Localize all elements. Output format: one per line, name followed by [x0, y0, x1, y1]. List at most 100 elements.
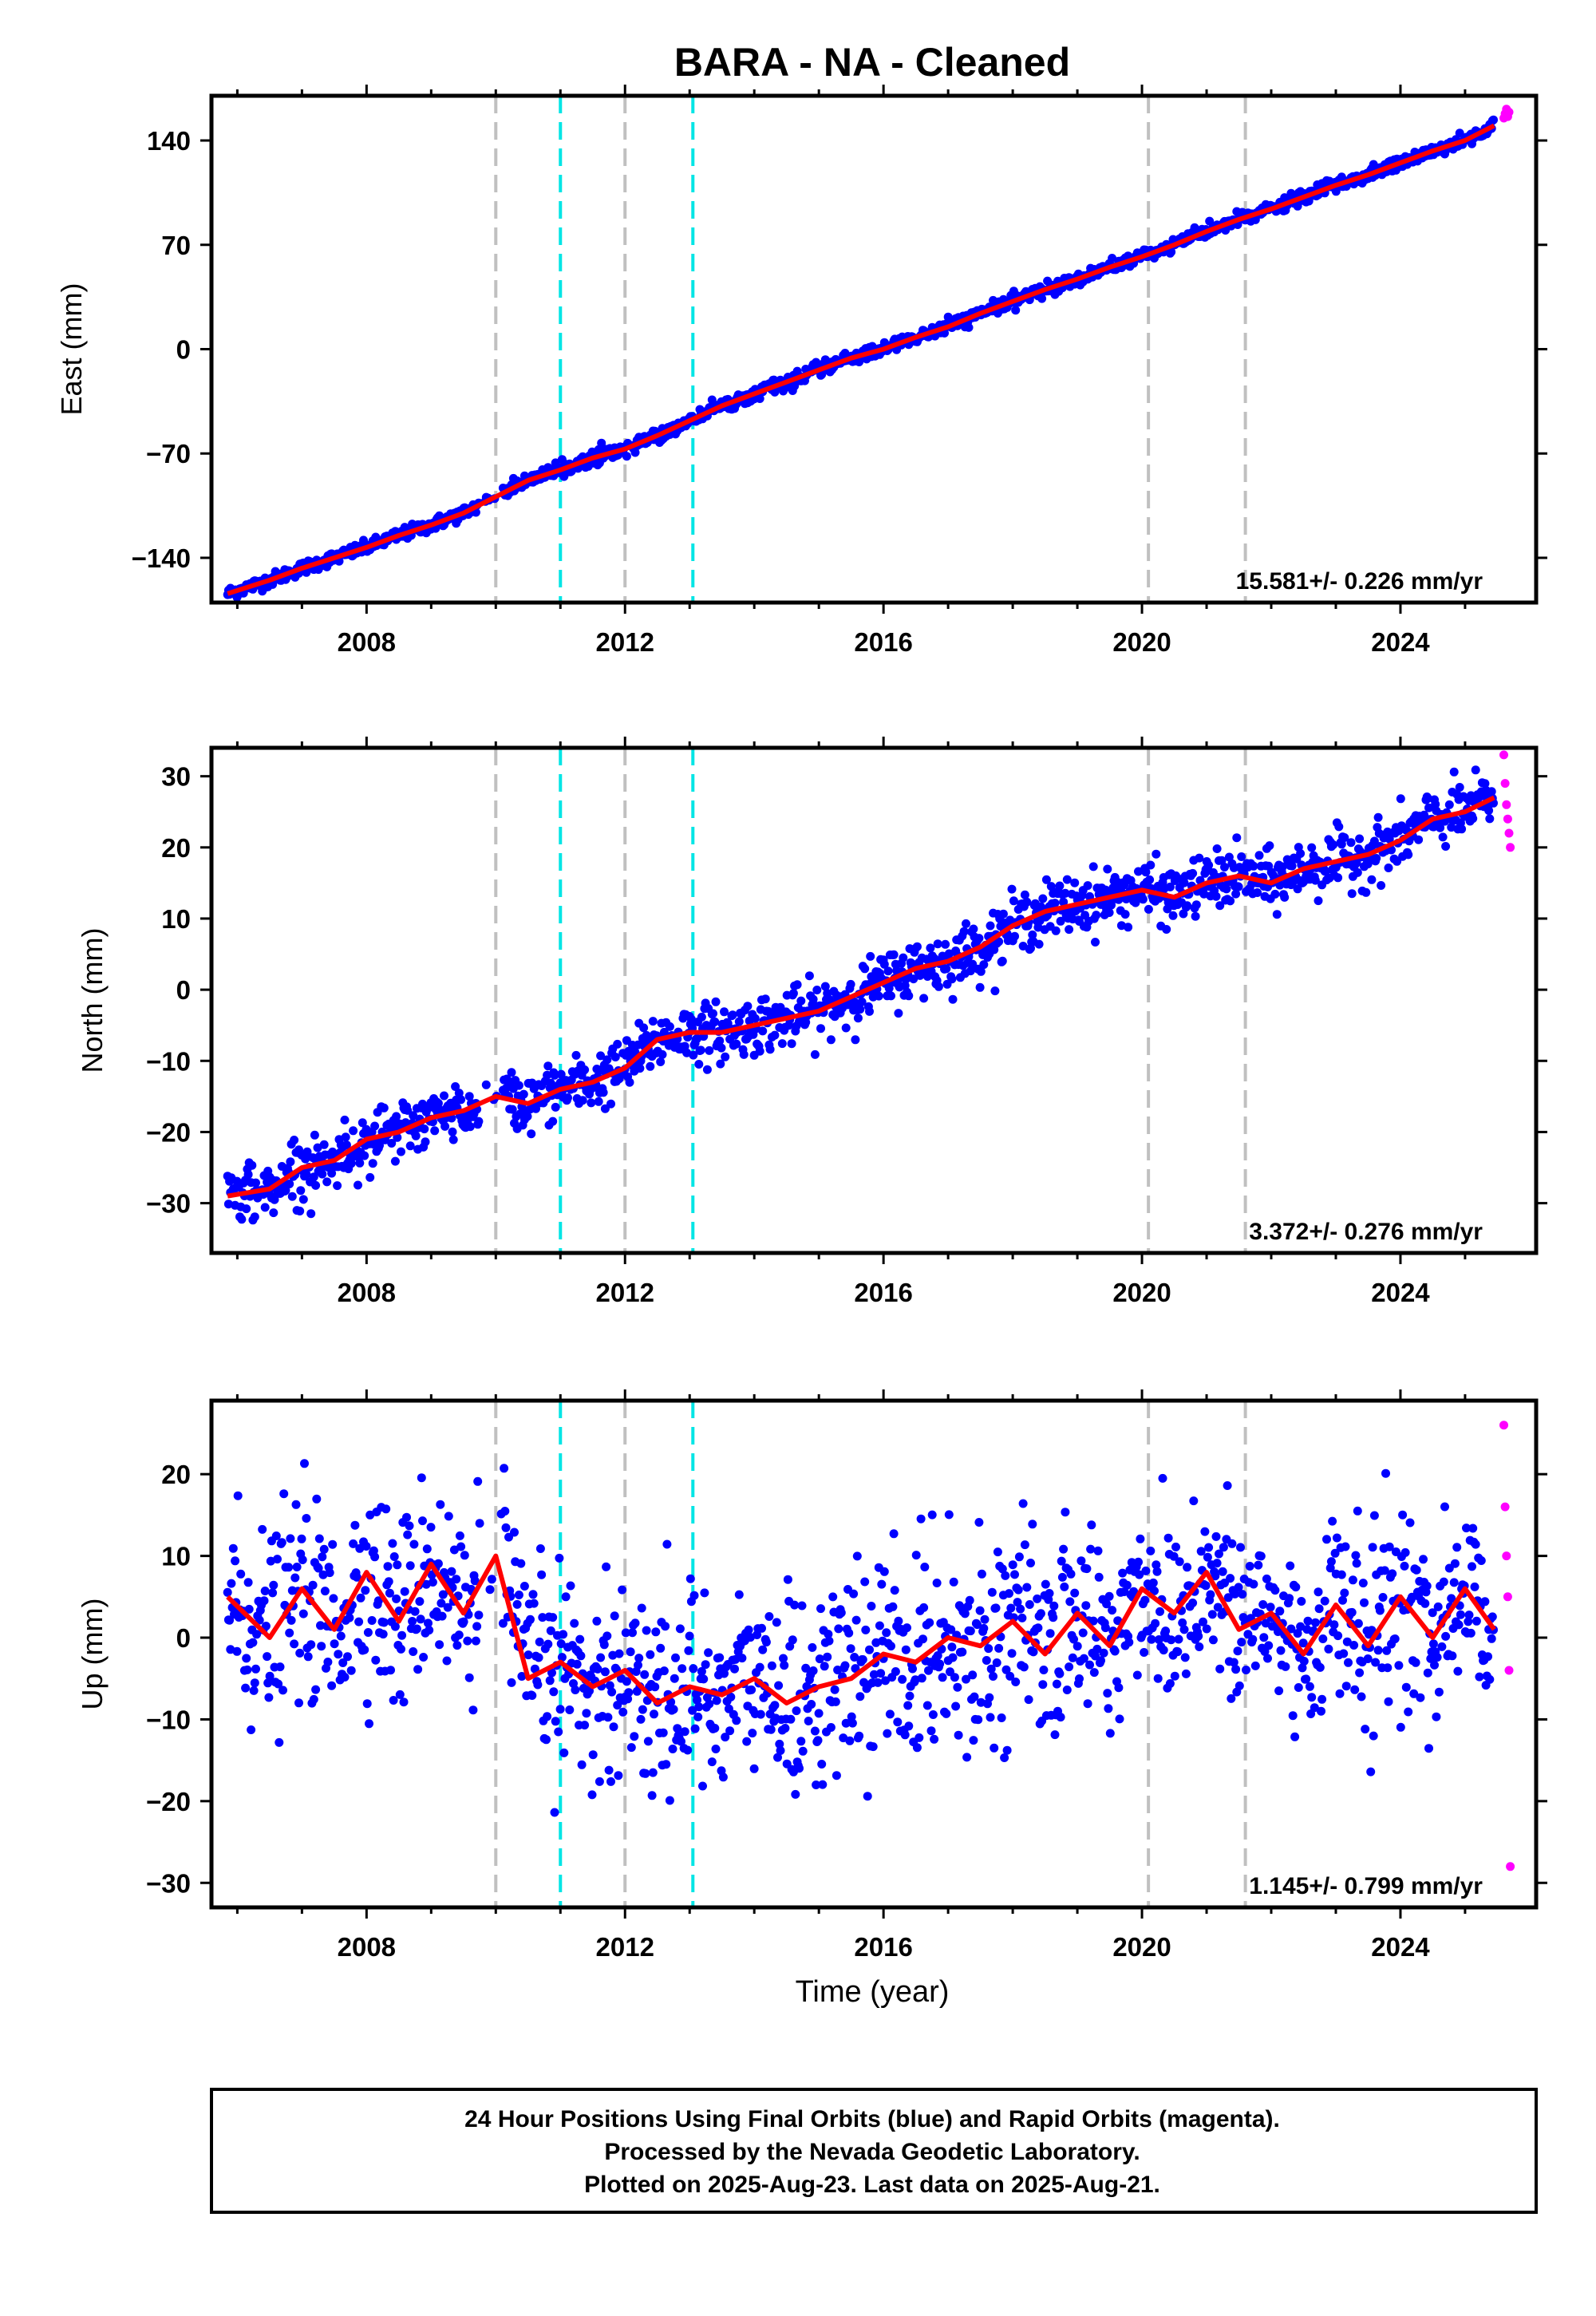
y-tick-label: −140	[132, 543, 191, 573]
final-orbit-point	[1298, 1638, 1308, 1648]
final-orbit-point	[1303, 1616, 1313, 1626]
final-orbit-point	[437, 1599, 446, 1608]
final-orbit-point	[1223, 1481, 1232, 1490]
final-orbit-point	[1347, 1607, 1357, 1617]
final-orbit-point	[932, 1579, 942, 1587]
final-orbit-point	[909, 974, 918, 984]
final-orbit-point	[969, 1736, 978, 1745]
final-orbit-point	[1398, 1510, 1408, 1520]
final-orbit-point	[993, 1547, 1002, 1557]
final-orbit-point	[720, 1669, 729, 1678]
final-orbit-point	[662, 1760, 671, 1769]
final-orbit-point	[1065, 1662, 1074, 1672]
final-orbit-point	[705, 1045, 714, 1055]
final-orbit-point	[1024, 1695, 1033, 1705]
final-orbit-point	[1028, 1520, 1037, 1529]
final-orbit-point	[1388, 1569, 1397, 1579]
final-orbit-point	[1028, 930, 1037, 939]
final-orbit-point	[1329, 1620, 1339, 1630]
final-orbit-point	[602, 1055, 612, 1065]
final-orbit-point	[812, 986, 822, 994]
final-orbit-point	[818, 1780, 828, 1789]
rapid-orbit-points	[1499, 750, 1515, 852]
final-orbit-point	[300, 1459, 309, 1468]
final-orbit-point	[1165, 882, 1175, 891]
x-tick-label: 2012	[596, 1278, 654, 1307]
final-orbit-point	[1294, 1683, 1303, 1692]
final-orbit-point	[755, 1662, 764, 1672]
final-orbit-point	[1324, 1644, 1333, 1654]
final-orbit-point	[290, 1639, 299, 1649]
final-orbit-point	[933, 1651, 942, 1660]
final-orbit-point	[721, 1733, 730, 1742]
model-fit-curve	[227, 795, 1495, 1199]
final-orbit-point	[935, 1659, 945, 1669]
final-orbit-point	[228, 1543, 238, 1553]
final-orbit-point	[804, 1717, 813, 1725]
final-orbit-point	[1321, 867, 1330, 876]
final-orbit-point	[1150, 1586, 1159, 1595]
final-orbit-point	[437, 1611, 447, 1621]
rapid-orbit-point	[1504, 828, 1514, 838]
final-orbit-point	[1025, 1600, 1034, 1609]
plot-frame	[209, 745, 1539, 1255]
final-orbit-point	[285, 1180, 294, 1188]
final-orbit-point	[1348, 1575, 1357, 1585]
final-orbit-point	[1462, 1524, 1471, 1533]
final-orbit-point	[387, 1139, 397, 1148]
final-orbit-point	[298, 1195, 308, 1204]
x-tick-label: 2008	[338, 1932, 396, 1962]
final-orbit-point	[1447, 1594, 1456, 1603]
final-orbit-point	[534, 1653, 543, 1662]
final-orbit-point	[1423, 793, 1432, 803]
final-orbit-point	[1140, 1595, 1150, 1605]
final-orbit-point	[386, 1666, 395, 1675]
final-orbit-point	[646, 1650, 655, 1659]
final-orbit-point	[860, 1577, 870, 1587]
final-orbit-point	[920, 1563, 930, 1571]
final-orbit-point	[606, 1099, 615, 1109]
final-orbit-point	[887, 1642, 895, 1651]
final-orbit-point	[646, 1061, 655, 1071]
final-orbit-point	[744, 1625, 753, 1634]
final-orbit-point	[474, 1611, 484, 1620]
final-orbit-point	[1310, 1703, 1319, 1713]
final-orbit-point	[1144, 904, 1153, 914]
final-orbit-point	[523, 1112, 532, 1121]
final-orbit-point	[1416, 1693, 1425, 1702]
final-orbit-point	[452, 1575, 461, 1584]
final-orbit-point	[836, 1608, 846, 1618]
final-orbit-point	[559, 1748, 569, 1757]
final-orbit-point	[1049, 1601, 1059, 1611]
final-orbit-point	[786, 1714, 796, 1724]
final-orbit-point	[650, 1709, 658, 1719]
final-orbit-point	[737, 1654, 747, 1663]
final-orbit-point	[1045, 1629, 1055, 1638]
final-orbit-point	[470, 1576, 480, 1586]
final-orbit-point	[1426, 1654, 1436, 1663]
final-orbit-point	[755, 1046, 764, 1056]
final-orbit-point	[440, 1121, 450, 1131]
final-orbit-point	[614, 1649, 624, 1658]
final-orbit-point	[403, 1105, 413, 1115]
final-orbit-point	[1069, 1634, 1078, 1644]
final-orbit-point	[1083, 881, 1092, 891]
final-orbit-point	[816, 1024, 825, 1034]
final-orbit-point	[306, 1640, 316, 1650]
final-orbit-point	[1212, 1559, 1222, 1568]
final-orbit-point	[650, 1682, 660, 1692]
final-orbit-point	[1253, 888, 1262, 897]
final-orbit-point	[1484, 806, 1494, 816]
final-orbit-point	[908, 1664, 917, 1674]
final-orbit-point	[1122, 1580, 1132, 1590]
final-orbit-point	[602, 1631, 612, 1641]
final-orbit-point	[273, 1555, 282, 1564]
final-orbit-point	[1338, 1595, 1347, 1605]
final-orbit-point	[1242, 1666, 1250, 1674]
final-orbit-point	[538, 1613, 547, 1622]
final-orbit-point	[319, 1140, 329, 1149]
final-orbit-point	[879, 959, 889, 969]
final-orbit-point	[1274, 1627, 1282, 1636]
y-tick-label: −10	[146, 1705, 191, 1734]
final-orbit-point	[449, 1545, 459, 1555]
